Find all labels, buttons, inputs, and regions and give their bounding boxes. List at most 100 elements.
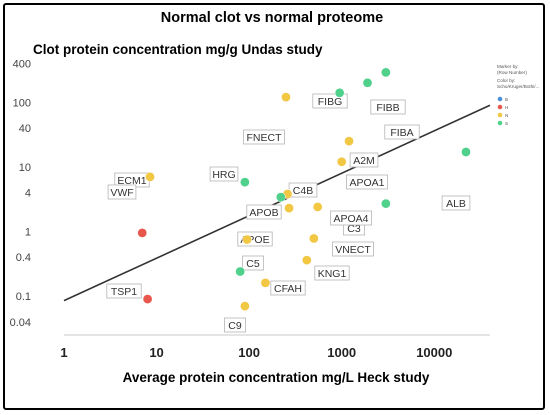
point-label-box	[223, 317, 246, 333]
point-label-text: CFAH	[274, 283, 302, 295]
point-label-box	[314, 265, 350, 281]
point-label-text: ECM1	[117, 175, 146, 187]
point-label-text: APOB	[249, 207, 278, 219]
y-tick-label: 100	[13, 97, 31, 109]
point-label-kng1: KNG1	[314, 265, 350, 281]
data-point-tsp1	[142, 294, 153, 304]
data-point-a2m	[344, 136, 354, 147]
x-tick-label: 1	[60, 345, 67, 360]
point-label-text: APOA1	[349, 177, 384, 189]
data-point	[275, 192, 286, 203]
data-point-alb	[461, 147, 471, 157]
point-label-text: TSP1	[111, 286, 137, 298]
data-point-cfah	[260, 278, 271, 288]
y-tick-label: 0.04	[10, 317, 31, 329]
point-label-cfah: CFAH	[270, 280, 306, 296]
point-label-text: C4B	[293, 185, 313, 197]
data-point-fiba	[381, 67, 391, 78]
point-label-fibb: FIBB	[370, 99, 406, 115]
chart-title: Normal clot vs normal proteome	[161, 10, 383, 26]
x-tick-label: 10000	[416, 345, 452, 360]
point-label-box	[107, 184, 137, 200]
data-point-fibb	[362, 77, 373, 88]
legend-entry-label: S	[505, 121, 508, 126]
point-label-text: VNECT	[335, 244, 371, 256]
point-label-box	[346, 174, 388, 190]
data-point-hrg	[240, 177, 250, 188]
legend-entry-label: H	[505, 105, 508, 110]
data-points: FIBA FIBB FIBG FNECT A2M ALB C3 ECM1 HRG C4B APOB A…	[106, 67, 471, 333]
point-label-c9: C9	[223, 317, 246, 333]
y-tick-label: 1	[25, 226, 31, 238]
y-tick-label: 10	[19, 162, 31, 174]
y-tick-label: 0.4	[16, 252, 31, 264]
point-label-box	[370, 99, 406, 115]
legend-swatch	[497, 120, 503, 126]
point-label-box	[384, 124, 420, 140]
legend-line: Marker by:	[497, 64, 519, 69]
legend-line: Scho/Kruger/Bothi/...	[497, 84, 539, 89]
point-label-text: FIBG	[318, 96, 343, 108]
point-label-alb: ALB	[441, 195, 471, 211]
point-label-hrg: HRG	[209, 166, 239, 182]
legend-swatch	[497, 96, 503, 102]
point-label-text: VWF	[110, 187, 133, 199]
point-label-fiba: FIBA	[384, 124, 420, 140]
point-label-box	[246, 204, 282, 220]
y-tick-label: 0.1	[16, 291, 31, 303]
x-tick-label: 1000	[327, 345, 356, 360]
data-point-kng1	[301, 255, 312, 266]
data-point-apoe	[242, 234, 252, 245]
point-label-box	[241, 255, 264, 271]
point-label-text: APOA4	[333, 213, 368, 225]
data-point-fnect	[281, 92, 291, 103]
data-point-vwf	[137, 228, 148, 238]
data-point-apob	[284, 203, 294, 213]
legend: Marker by: (Row Number) Color by: Scho/K…	[497, 64, 539, 126]
point-label-text: KNG1	[318, 268, 347, 280]
data-point-vnect	[308, 233, 319, 244]
data-point-c5	[235, 266, 246, 277]
point-label-text: ALB	[446, 198, 466, 210]
legend-entry-label: B	[505, 97, 508, 102]
point-label-fnect: FNECT	[243, 129, 285, 145]
data-point-c9	[240, 301, 250, 311]
x-tick-label: 100	[238, 345, 260, 360]
x-axis-ticks: 1 10 100 1000 10000	[60, 345, 452, 360]
x-tick-label: 10	[149, 345, 163, 360]
point-label-box	[106, 283, 142, 299]
legend-line: Color by:	[497, 78, 515, 83]
point-label-apob: APOB	[246, 204, 282, 220]
point-label-a2m: A2M	[349, 152, 379, 168]
point-label-text: HRG	[212, 169, 235, 181]
point-label-text: FNECT	[247, 132, 283, 144]
point-label-text: A2M	[353, 155, 375, 167]
y-tick-label: 40	[19, 123, 31, 135]
y-axis-label: Clot protein concentration mg/g Undas st…	[33, 42, 323, 57]
legend-line: (Row Number)	[497, 70, 527, 75]
y-axis-ticks: 0.04 0.1 0.4 1 4 10 40 100 400	[10, 58, 31, 328]
legend-swatch	[497, 104, 503, 110]
data-point-apoa4	[312, 202, 323, 212]
legend-entry-label: N	[505, 113, 508, 118]
point-label-text: FIBB	[376, 102, 399, 114]
point-label-box	[441, 195, 471, 211]
point-label-apoa4: APOA4	[330, 210, 372, 226]
point-label-c5: C5	[241, 255, 264, 271]
point-label-box	[209, 166, 239, 182]
x-axis-label: Average protein concentration mg/L Heck …	[123, 370, 430, 385]
point-label-text: C3	[347, 223, 361, 235]
legend-swatch	[497, 112, 503, 118]
point-label-vwf: VWF	[107, 184, 137, 200]
point-label-box	[332, 241, 374, 257]
point-label-tsp1: TSP1	[106, 283, 142, 299]
point-label-apoa1: APOA1	[346, 174, 388, 190]
point-label-text: C5	[246, 258, 260, 270]
point-label-text: FIBA	[390, 127, 413, 139]
data-point-apoa1	[381, 198, 391, 209]
point-label-box	[243, 129, 285, 145]
point-label-box	[349, 152, 379, 168]
y-tick-label: 400	[13, 58, 31, 70]
